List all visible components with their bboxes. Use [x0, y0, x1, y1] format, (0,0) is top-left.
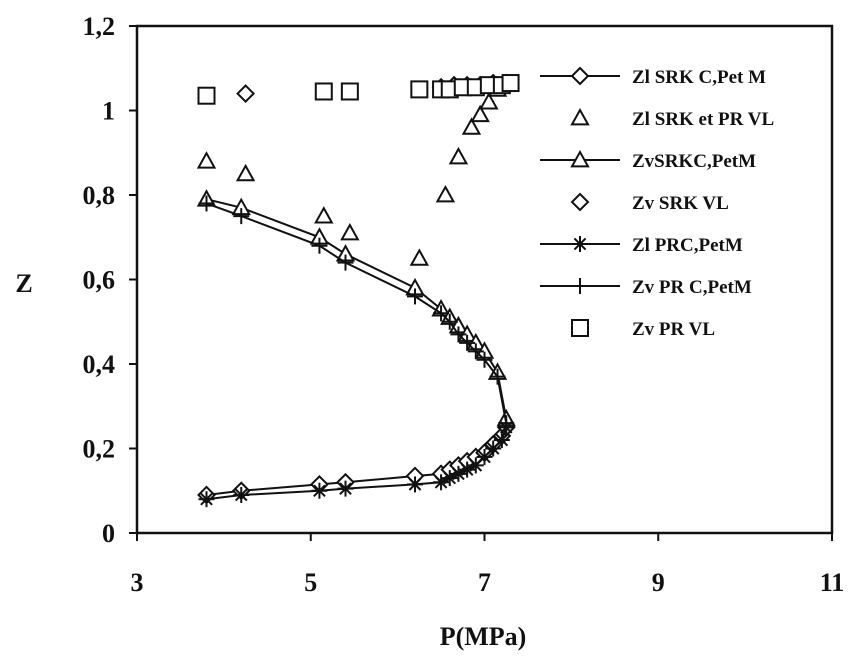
data-point	[236, 84, 256, 104]
legend-marker	[570, 149, 590, 168]
series-6	[198, 195, 515, 432]
data-point	[441, 470, 458, 487]
data-point	[501, 74, 520, 93]
data-point	[233, 486, 250, 503]
data-point	[470, 104, 490, 123]
legend-marker	[571, 319, 589, 337]
data-point	[198, 491, 215, 508]
legend-item: Zv SRK VL	[570, 192, 729, 214]
series-2	[196, 79, 508, 266]
data-point	[479, 91, 499, 110]
legend-label: ZvSRKC,PetM	[632, 151, 756, 172]
series-7	[197, 74, 520, 105]
data-point	[410, 80, 429, 99]
y-tick-label: 0,6	[83, 266, 116, 295]
legend-marker	[570, 107, 590, 126]
data-point	[340, 222, 360, 241]
x-axis-label: P(MPa)	[440, 622, 527, 651]
data-point	[498, 415, 515, 432]
x-tick-label: 5	[304, 568, 317, 597]
data-point	[407, 476, 423, 493]
data-point	[448, 146, 469, 165]
data-point	[311, 482, 328, 499]
data-point	[461, 117, 482, 135]
data-point	[441, 313, 458, 330]
legend-marker	[572, 236, 588, 252]
series-5	[198, 419, 515, 508]
series-line	[206, 198, 508, 420]
x-tick-label: 3	[131, 568, 144, 597]
x-tick-label: 9	[652, 568, 665, 597]
legend-item: Zl SRK et PR VL	[570, 107, 774, 130]
legend-label: Zv SRK VL	[632, 193, 729, 214]
data-point	[435, 184, 456, 203]
x-tick-label: 7	[478, 568, 491, 597]
data-point	[337, 480, 354, 497]
data-point	[489, 368, 506, 385]
legend-label: Zl SRK et PR VL	[632, 109, 774, 130]
legend-item: Zl SRK C,Pet M	[540, 66, 766, 88]
y-tick-label: 0,2	[83, 435, 116, 464]
legend-label: Zv PR VL	[632, 319, 715, 340]
data-point	[198, 195, 215, 212]
data-point	[314, 206, 334, 224]
legend-item: ZvSRKC,PetM	[540, 149, 756, 172]
data-point	[433, 305, 450, 322]
legend-marker	[570, 66, 590, 86]
legend-item: Zv PR VL	[571, 319, 715, 340]
data-point	[450, 326, 467, 343]
y-tick-label: 0,8	[83, 181, 116, 210]
legend-item: Zv PR C,PetM	[540, 277, 752, 298]
y-tick-label: 1,2	[83, 12, 116, 41]
data-point	[493, 432, 510, 449]
data-point	[197, 86, 216, 105]
y-axis-label: Z	[15, 269, 32, 298]
legend-item: Zl PRC,PetM	[540, 235, 743, 256]
data-point	[409, 248, 430, 266]
data-point	[476, 351, 493, 368]
data-point	[311, 237, 328, 254]
data-point	[459, 334, 476, 351]
legend: Zl SRK C,Pet M Zl SRK et PR VL ZvSRKC,PetM…	[540, 66, 774, 340]
data-point	[196, 151, 217, 169]
series-3	[196, 189, 516, 427]
y-tick-label: 0	[102, 519, 115, 548]
legend-marker	[570, 192, 590, 212]
axis-ticks: 3 5 7 9 11 0 0,2 0,4 0,6 0,8 1 1,2	[83, 12, 845, 597]
legend-marker	[572, 278, 588, 294]
data-point	[337, 254, 354, 271]
data-point	[233, 208, 250, 225]
data-point	[235, 163, 256, 182]
y-tick-label: 0,4	[83, 350, 116, 379]
legend-label: Zv PR C,PetM	[632, 277, 752, 298]
legend-label: Zl SRK C,Pet M	[632, 67, 766, 88]
data-point	[467, 343, 484, 360]
series-layer	[196, 73, 520, 508]
data-point	[314, 82, 333, 101]
legend-label: Zl PRC,PetM	[632, 235, 743, 256]
x-tick-label: 11	[820, 568, 845, 597]
data-point	[407, 288, 423, 305]
y-tick-label: 1	[102, 97, 115, 126]
data-point	[340, 82, 359, 101]
